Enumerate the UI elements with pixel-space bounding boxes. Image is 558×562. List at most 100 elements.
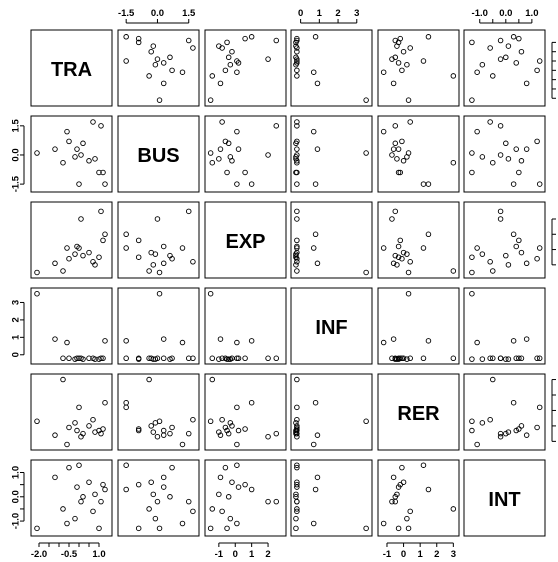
data-point bbox=[234, 462, 240, 468]
data-point bbox=[224, 356, 230, 362]
data-point bbox=[312, 231, 319, 238]
data-point bbox=[497, 56, 504, 62]
data-point bbox=[505, 43, 512, 49]
data-point bbox=[72, 154, 78, 160]
data-point bbox=[487, 355, 493, 362]
data-point bbox=[395, 525, 402, 532]
panel-frame bbox=[290, 115, 373, 193]
data-point bbox=[179, 339, 186, 346]
data-point bbox=[52, 474, 58, 481]
data-point bbox=[225, 54, 232, 61]
data-point bbox=[100, 237, 106, 244]
data-point bbox=[404, 356, 410, 362]
data-point bbox=[404, 154, 410, 160]
data-point bbox=[76, 404, 82, 411]
data-point bbox=[293, 43, 299, 49]
data-point bbox=[229, 48, 235, 55]
data-point bbox=[72, 251, 78, 257]
data-point bbox=[146, 506, 152, 512]
variable-label: INT bbox=[488, 489, 520, 511]
data-point bbox=[399, 355, 405, 362]
data-point bbox=[404, 251, 410, 257]
data-point bbox=[363, 418, 369, 425]
data-point bbox=[425, 338, 432, 344]
data-point bbox=[227, 515, 234, 522]
data-point bbox=[399, 67, 405, 74]
data-point bbox=[469, 150, 475, 156]
data-point bbox=[294, 35, 300, 42]
tick-label: 0.0 bbox=[11, 490, 22, 503]
data-point bbox=[216, 429, 222, 435]
data-point bbox=[92, 262, 98, 268]
tick-label: 0 bbox=[401, 549, 406, 560]
data-point bbox=[513, 243, 519, 250]
data-point bbox=[380, 69, 387, 75]
data-point bbox=[293, 494, 299, 500]
tick-label: -1 bbox=[215, 549, 224, 560]
data-point bbox=[207, 150, 214, 156]
data-point bbox=[513, 355, 519, 362]
data-point bbox=[235, 355, 242, 362]
data-point bbox=[469, 427, 475, 434]
panel-frame bbox=[30, 201, 113, 279]
data-point bbox=[405, 290, 412, 297]
data-point bbox=[80, 140, 86, 147]
data-point bbox=[135, 355, 142, 362]
tick-label: 1 bbox=[557, 231, 558, 237]
data-point bbox=[64, 128, 70, 135]
panel-frame bbox=[377, 287, 460, 365]
data-point bbox=[98, 123, 104, 129]
data-point bbox=[363, 269, 369, 276]
data-point bbox=[167, 54, 173, 61]
data-point bbox=[420, 245, 427, 251]
panel-frame bbox=[117, 373, 200, 451]
data-point bbox=[312, 34, 319, 40]
data-point bbox=[148, 249, 154, 256]
data-point bbox=[242, 426, 248, 432]
data-point bbox=[294, 506, 300, 512]
data-point bbox=[395, 243, 402, 250]
data-point bbox=[167, 430, 173, 437]
data-point bbox=[312, 181, 319, 187]
data-point bbox=[190, 45, 196, 51]
data-point bbox=[363, 97, 369, 103]
data-point bbox=[123, 338, 129, 344]
data-point bbox=[497, 430, 504, 437]
panel-frame bbox=[117, 287, 200, 365]
data-point bbox=[78, 152, 84, 158]
tick-label: -1 bbox=[557, 436, 558, 445]
data-point bbox=[293, 254, 299, 260]
data-point bbox=[505, 356, 512, 362]
data-point bbox=[407, 119, 413, 125]
data-point bbox=[405, 269, 412, 276]
data-point bbox=[380, 245, 387, 251]
data-point bbox=[293, 39, 299, 46]
data-point bbox=[294, 67, 300, 74]
data-point bbox=[96, 356, 102, 362]
data-point bbox=[135, 39, 142, 46]
data-point bbox=[390, 80, 397, 87]
data-point bbox=[265, 355, 271, 362]
panel-frame bbox=[204, 115, 287, 193]
data-point bbox=[314, 146, 321, 152]
tick-label: 1 bbox=[418, 549, 424, 560]
data-point bbox=[400, 48, 407, 55]
data-point bbox=[395, 254, 402, 260]
data-point bbox=[400, 158, 407, 164]
data-point bbox=[503, 140, 509, 147]
data-point bbox=[102, 181, 108, 187]
data-point bbox=[510, 399, 517, 406]
data-point bbox=[209, 73, 216, 79]
data-point bbox=[534, 424, 540, 431]
variable-label: RER bbox=[397, 403, 440, 425]
tick-label: 1 bbox=[249, 549, 255, 560]
data-point bbox=[167, 356, 173, 362]
data-point bbox=[227, 61, 234, 68]
data-point bbox=[490, 73, 496, 79]
data-point bbox=[234, 58, 240, 64]
data-point bbox=[404, 515, 410, 522]
data-point bbox=[487, 45, 493, 51]
data-point bbox=[207, 418, 214, 425]
tick-label: 3 bbox=[557, 377, 558, 382]
data-point bbox=[392, 252, 399, 259]
